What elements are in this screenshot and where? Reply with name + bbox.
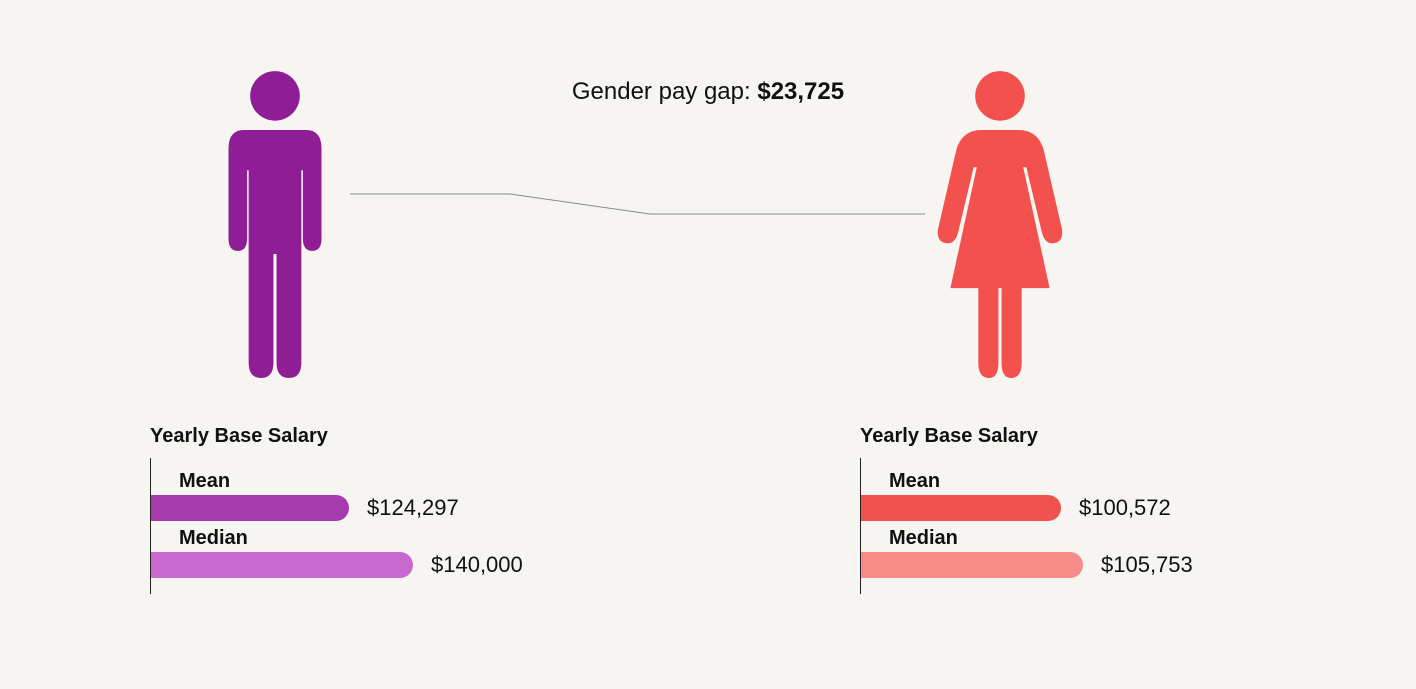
- female-icon: [920, 68, 1080, 383]
- female-salary-title: Yearly Base Salary: [860, 425, 1380, 448]
- male-mean-bar: [151, 495, 349, 521]
- connector-line: [350, 180, 925, 230]
- female-salary-chart: Mean $100,572 Median $105,753: [860, 458, 1380, 594]
- male-mean-label: Mean: [179, 470, 670, 493]
- female-salary-block: Yearly Base Salary Mean $100,572 Median …: [860, 425, 1380, 594]
- female-median-bar: [861, 552, 1083, 578]
- female-median-value: $105,753: [1101, 552, 1193, 578]
- male-salary-title: Yearly Base Salary: [150, 425, 670, 448]
- female-median-label: Median: [889, 527, 1380, 550]
- male-mean-row: Mean $124,297: [151, 470, 670, 521]
- female-median-row: Median $105,753: [861, 527, 1380, 578]
- male-salary-block: Yearly Base Salary Mean $124,297 Median …: [150, 425, 670, 594]
- pay-gap-label: Gender pay gap:: [572, 78, 757, 105]
- male-icon: [195, 68, 355, 383]
- female-mean-row: Mean $100,572: [861, 470, 1380, 521]
- male-median-bar: [151, 552, 413, 578]
- male-mean-value: $124,297: [367, 495, 459, 521]
- male-salary-chart: Mean $124,297 Median $140,000: [150, 458, 670, 594]
- female-mean-bar: [861, 495, 1061, 521]
- female-mean-value: $100,572: [1079, 495, 1171, 521]
- male-median-value: $140,000: [431, 552, 523, 578]
- pay-gap-value: $23,725: [757, 78, 844, 105]
- female-mean-label: Mean: [889, 470, 1380, 493]
- male-median-row: Median $140,000: [151, 527, 670, 578]
- male-median-label: Median: [179, 527, 670, 550]
- infographic-canvas: Gender pay gap: $23,725 Yearly Base Sala…: [0, 0, 1416, 689]
